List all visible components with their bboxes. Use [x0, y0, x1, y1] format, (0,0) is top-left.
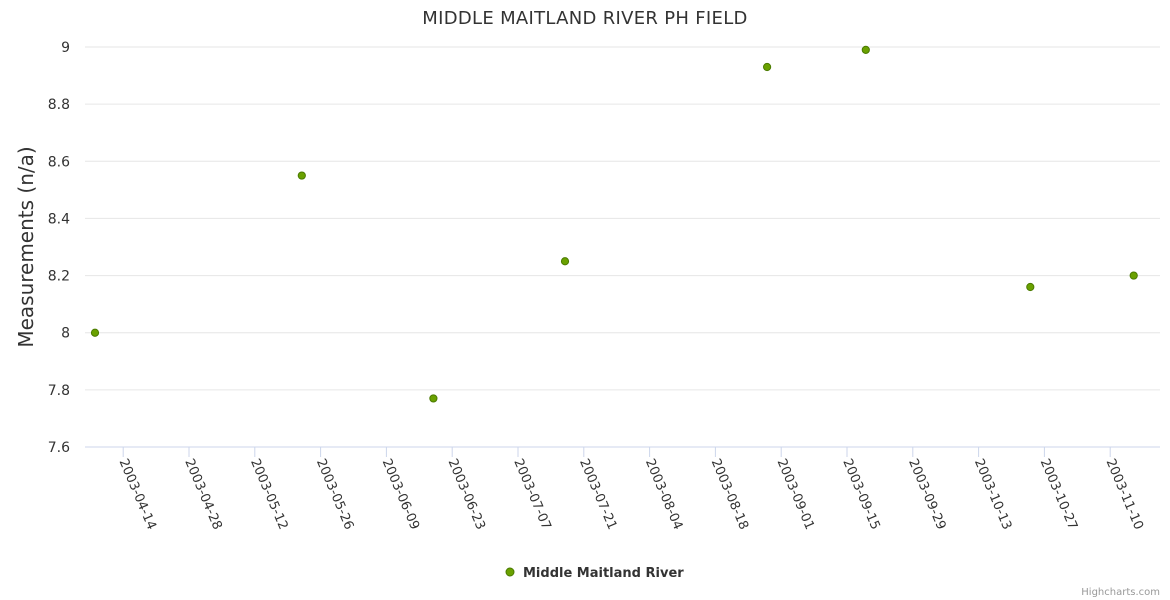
legend[interactable]: Middle Maitland River — [505, 566, 684, 581]
data-point[interactable] — [861, 45, 870, 54]
y-tick-label: 8.4 — [48, 211, 70, 227]
x-tick-label: 2003-10-13 — [971, 457, 1014, 532]
x-tick-label: 2003-09-01 — [774, 457, 817, 532]
y-tick-label: 9 — [61, 40, 70, 56]
x-tick-label: 2003-06-09 — [379, 457, 422, 532]
y-tick-label: 7.8 — [48, 383, 70, 399]
x-tick-label: 2003-10-27 — [1037, 457, 1080, 532]
grid-layer — [85, 46, 1160, 391]
y-tick-label: 7.6 — [48, 440, 70, 456]
data-point[interactable] — [90, 328, 100, 337]
x-tick-label: 2003-07-21 — [576, 457, 619, 532]
x-tick-label: 2003-09-29 — [905, 457, 948, 532]
x-tick-label: 2003-08-04 — [642, 457, 685, 532]
x-tick-label: 2003-11-10 — [1103, 457, 1146, 532]
data-point[interactable] — [1129, 271, 1138, 280]
credits-link[interactable]: Highcharts.com — [1081, 587, 1160, 598]
data-point[interactable] — [560, 257, 570, 266]
y-tick-label: 8 — [61, 326, 70, 342]
data-point[interactable] — [763, 62, 772, 72]
x-axis-ticks: 2003-04-14 2003-04-28 2003-05-12 2003-05-26… — [116, 447, 1146, 532]
legend-item-label[interactable]: Middle Maitland River — [523, 566, 684, 581]
y-axis-ticks: 9 8.8 8.6 8.4 8.2 8 7.8 7.6 — [48, 40, 70, 456]
chart-title: MIDDLE MAITLAND RIVER PH FIELD — [422, 8, 747, 29]
x-tick-label: 2003-08-18 — [708, 457, 751, 532]
y-tick-label: 8.8 — [48, 97, 70, 113]
x-tick-label: 2003-05-26 — [313, 457, 356, 532]
legend-marker-icon — [505, 567, 515, 577]
y-tick-label: 8.6 — [48, 154, 70, 170]
series-points — [90, 45, 1138, 403]
x-tick-label: 2003-04-28 — [181, 457, 224, 532]
y-tick-label: 8.2 — [48, 269, 70, 285]
data-point[interactable] — [1026, 282, 1035, 292]
x-tick-label: 2003-05-12 — [247, 457, 290, 532]
data-point[interactable] — [429, 394, 438, 403]
x-tick-label: 2003-07-07 — [510, 457, 553, 532]
x-tick-label: 2003-06-23 — [445, 457, 488, 532]
x-tick-label: 2003-09-15 — [839, 457, 882, 532]
x-tick-label: 2003-04-14 — [116, 457, 159, 532]
data-point[interactable] — [297, 171, 306, 180]
y-axis-label: Measurements (n/a) — [14, 146, 38, 347]
